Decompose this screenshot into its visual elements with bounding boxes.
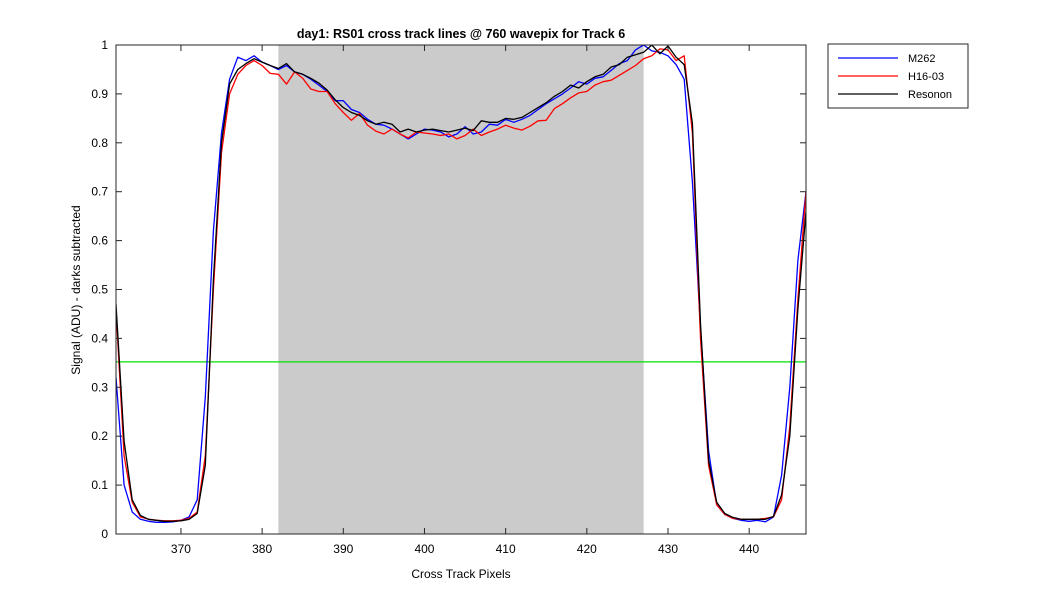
y-tick-label: 0.9 bbox=[91, 87, 108, 101]
y-tick-label: 0.2 bbox=[91, 429, 108, 443]
legend-label-h16-03: H16-03 bbox=[908, 71, 944, 83]
y-tick-label: 0.1 bbox=[91, 478, 108, 492]
y-tick-label: 0.6 bbox=[91, 234, 108, 248]
series-line-h16-03 bbox=[116, 48, 806, 522]
y-tick-label: 0.4 bbox=[91, 331, 108, 345]
x-tick-label: 370 bbox=[171, 542, 191, 556]
x-tick-label: 400 bbox=[414, 542, 434, 556]
series-line-m262 bbox=[116, 45, 806, 523]
chart-title: day1: RS01 cross track lines @ 760 wavep… bbox=[297, 27, 625, 41]
y-tick-label: 0 bbox=[101, 527, 108, 541]
y-tick-label: 0.5 bbox=[91, 283, 108, 297]
x-tick-label: 440 bbox=[739, 542, 759, 556]
x-axis-label: Cross Track Pixels bbox=[411, 567, 510, 581]
x-tick-label: 430 bbox=[658, 542, 678, 556]
y-axis-label: Signal (ADU) - darks subtracted bbox=[69, 205, 83, 374]
y-tick-label: 0.3 bbox=[91, 380, 108, 394]
legend-label-resonon: Resonon bbox=[908, 89, 952, 101]
series-group bbox=[116, 45, 806, 523]
series-line-resonon bbox=[116, 45, 806, 522]
x-tick-label: 410 bbox=[496, 542, 516, 556]
x-tick-label: 390 bbox=[333, 542, 353, 556]
y-tick-label: 0.7 bbox=[91, 185, 108, 199]
y-tick-label: 1 bbox=[101, 38, 108, 52]
legend-label-m262: M262 bbox=[908, 53, 936, 65]
x-tick-label: 420 bbox=[577, 542, 597, 556]
shaded-region bbox=[278, 45, 644, 534]
x-tick-label: 380 bbox=[252, 542, 272, 556]
y-tick-label: 0.8 bbox=[91, 136, 108, 150]
